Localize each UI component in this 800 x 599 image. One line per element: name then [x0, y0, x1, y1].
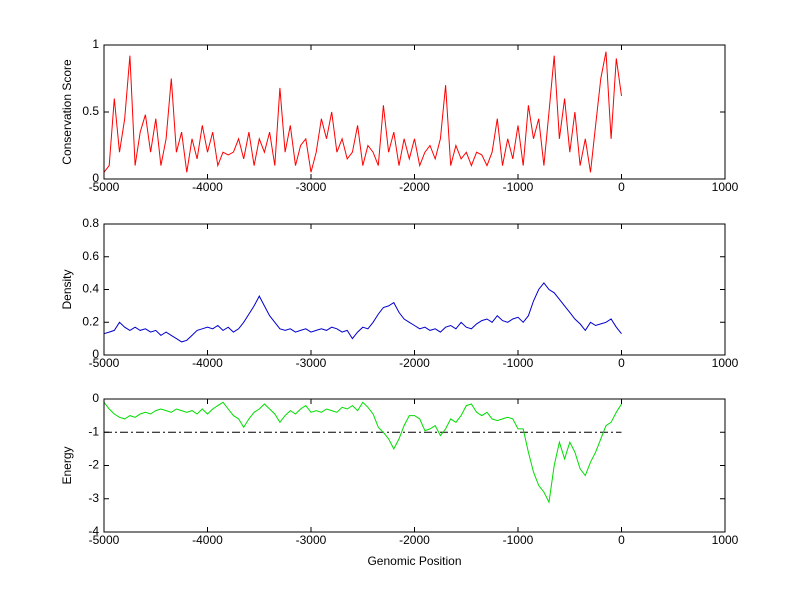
y-tick-label: 1	[92, 37, 99, 51]
y-tick-label: -1	[88, 424, 99, 438]
y-tick-label: 0.5	[82, 104, 99, 118]
x-tick-label: 1000	[712, 180, 739, 194]
y-tick-label: 0.8	[82, 216, 99, 230]
x-tick-label: 1000	[712, 533, 739, 547]
x-tick-label: -3000	[296, 533, 327, 547]
data-line	[103, 51, 622, 173]
y-tick-label: 0.2	[82, 314, 99, 328]
x-tick-label: -5000	[89, 180, 120, 194]
x-tick-label: 0	[618, 533, 625, 547]
x-tick-label: -4000	[192, 533, 223, 547]
x-tick-label: -1000	[503, 533, 534, 547]
y-tick-label: 0.6	[82, 249, 99, 263]
y-tick-label: 0	[92, 347, 99, 361]
x-tick-label: 0	[618, 356, 625, 370]
x-tick-label: -4000	[192, 356, 223, 370]
x-tick-label: -3000	[296, 356, 327, 370]
x-tick-label: -2000	[399, 533, 430, 547]
x-tick-label: -5000	[89, 356, 120, 370]
x-tick-label: 1000	[712, 356, 739, 370]
data-line	[103, 282, 622, 343]
x-axis-label: Genomic Position	[367, 554, 461, 568]
y-tick-label: 0	[92, 171, 99, 185]
x-tick-label: -4000	[192, 180, 223, 194]
x-tick-label: 0	[618, 180, 625, 194]
y-axis-label: Energy	[60, 446, 74, 484]
y-tick-label: -3	[88, 491, 99, 505]
y-axis-label: Density	[60, 269, 74, 309]
x-tick-label: -1000	[503, 180, 534, 194]
y-tick-label: -4	[88, 524, 99, 538]
x-tick-label: -5000	[89, 533, 120, 547]
y-axis-label: Conservation Score	[60, 59, 74, 165]
axes-box	[104, 45, 725, 179]
y-tick-label: -2	[88, 458, 99, 472]
x-tick-label: -3000	[296, 180, 327, 194]
y-tick-label: 0.4	[82, 282, 99, 296]
x-tick-label: -2000	[399, 356, 430, 370]
data-line	[103, 401, 622, 504]
x-tick-label: -2000	[399, 180, 430, 194]
y-tick-label: 0	[92, 391, 99, 405]
axes-box	[104, 399, 725, 532]
x-tick-label: -1000	[503, 356, 534, 370]
axes-box	[104, 224, 725, 355]
